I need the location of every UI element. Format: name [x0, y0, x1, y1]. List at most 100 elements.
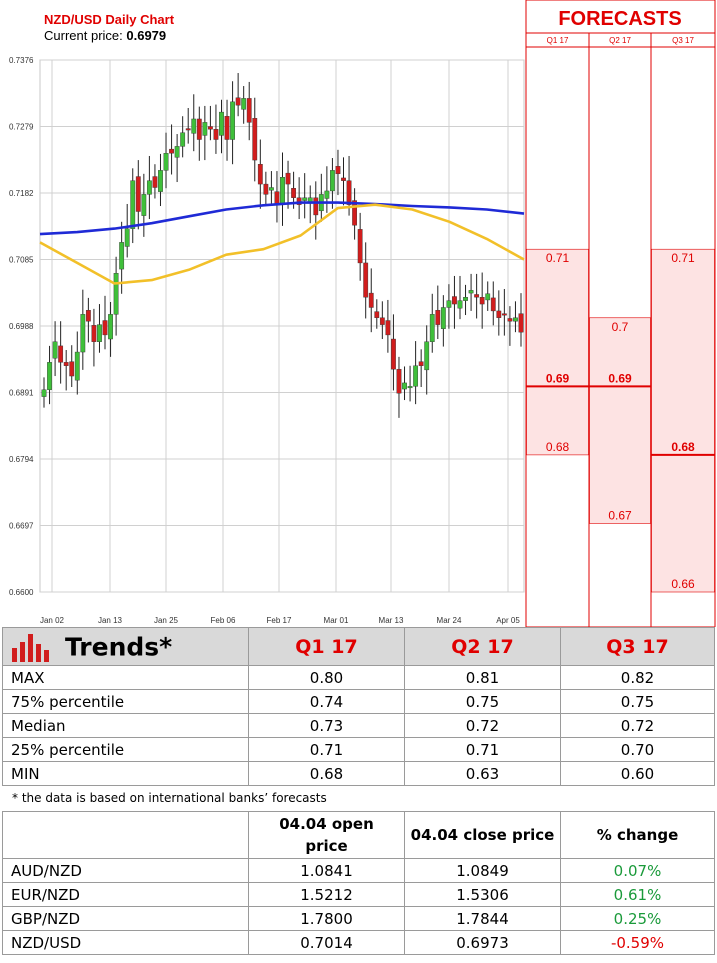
fx-table: 04.04 open price 04.04 close price % chan… [2, 811, 715, 955]
trends-title-cell: Trends* [2, 627, 249, 666]
candle-body [402, 382, 407, 390]
candle-body [363, 262, 369, 298]
fx-pair: NZD/USD [2, 930, 249, 955]
candle-body [202, 122, 208, 136]
forecast-min-label: 0.66 [671, 577, 695, 591]
candle-body [235, 97, 241, 106]
candle-body [69, 361, 75, 377]
y-tick-label: 0.6891 [9, 389, 34, 398]
candle-body [130, 180, 136, 229]
cell-value: 0.74 [248, 689, 405, 714]
candle-body [490, 297, 496, 312]
x-tick-label: Apr 05 [496, 616, 520, 625]
candle-body [324, 190, 330, 199]
forecast-column-label: Q2 17 [609, 36, 631, 45]
current-price-label: Current price: [44, 28, 123, 43]
trends-header-q3: Q3 17 [560, 627, 715, 666]
candle-body [313, 197, 319, 216]
candle-body [396, 368, 402, 394]
candle-body [58, 345, 64, 363]
x-tick-label: Feb 06 [211, 616, 236, 625]
forecast-range [589, 317, 651, 524]
candle-body [407, 386, 413, 389]
fx-open: 1.7800 [248, 906, 405, 931]
cell-value: 0.70 [560, 737, 715, 762]
fx-header-open-line2: price [305, 837, 348, 855]
candle-body [263, 183, 269, 195]
forecast-min-label: 0.68 [546, 440, 570, 454]
candle-body [479, 297, 485, 305]
forecasts-title: FORECASTS [558, 8, 681, 30]
nzdusd-chart: 0.7376 0.7279 0.7182 0.7085 0.6988 0.6891 0.67… [9, 0, 716, 627]
fx-row-nzdusd: NZD/USD 0.7014 0.6973 -0.59% [2, 930, 715, 955]
forecast-max-label: 0.71 [671, 251, 695, 265]
fx-pair: GBP/NZD [2, 906, 249, 931]
candle-body [174, 146, 180, 158]
fx-change: 0.61% [560, 882, 715, 907]
x-tick-label: Feb 17 [267, 616, 292, 625]
candle-body [341, 177, 346, 181]
candle-body [85, 310, 91, 322]
y-axis: 0.7376 0.7279 0.7182 0.7085 0.6988 0.6891 0.67… [9, 56, 34, 597]
candle-body [41, 389, 47, 397]
x-tick-label: Jan 13 [98, 616, 123, 625]
candle-body [74, 351, 80, 381]
trends-row-p25: 25% percentile 0.71 0.71 0.70 [2, 737, 715, 762]
trends-row-median: Median 0.73 0.72 0.72 [2, 713, 715, 738]
cell-value: 0.75 [404, 689, 561, 714]
candle-body [418, 361, 424, 366]
forecast-min-label: 0.67 [608, 508, 632, 522]
candle-body [213, 129, 219, 140]
candle-body [246, 98, 252, 123]
cell-value: 0.82 [560, 665, 715, 690]
candle-body [47, 362, 52, 390]
current-price: Current price: 0.6979 [44, 28, 166, 43]
candle-body [280, 177, 285, 205]
cell-value: 0.75 [560, 689, 715, 714]
y-tick-label: 0.7085 [9, 256, 34, 265]
candle-body [357, 229, 363, 264]
trends-row-min: MIN 0.68 0.63 0.60 [2, 761, 715, 786]
candle-body [124, 228, 130, 247]
forecast-max-label: 0.71 [546, 251, 570, 265]
y-tick-label: 0.7182 [9, 189, 34, 198]
cell-value: 0.72 [404, 713, 561, 738]
cell-value: 0.71 [404, 737, 561, 762]
fx-change: -0.59% [560, 930, 715, 955]
candle-body [119, 242, 125, 270]
candle-body [169, 148, 174, 154]
y-tick-label: 0.7376 [9, 56, 34, 65]
forecasts-frame [525, 0, 716, 627]
fx-open: 1.5212 [248, 882, 405, 907]
row-label: 25% percentile [2, 737, 249, 762]
x-tick-label: Mar 13 [379, 616, 404, 625]
y-tick-label: 0.6600 [9, 588, 34, 597]
cell-value: 0.73 [248, 713, 405, 738]
cell-value: 0.71 [248, 737, 405, 762]
candle-body [152, 176, 158, 188]
candle-body [391, 338, 396, 370]
fx-header-close: 04.04 close price [404, 811, 561, 859]
candle-body [113, 273, 119, 315]
candle-body [52, 341, 58, 359]
fx-header-row: 04.04 open price 04.04 close price % chan… [2, 811, 715, 859]
x-tick-label: Mar 24 [437, 616, 462, 625]
forecast-range [651, 248, 715, 593]
fx-close: 1.7844 [404, 906, 561, 931]
fx-row-eurnzd: EUR/NZD 1.5212 1.5306 0.61% [2, 882, 715, 907]
fx-header-open: 04.04 open price [248, 811, 405, 859]
forecast-range [526, 248, 589, 456]
bar-chart-icon [12, 633, 49, 662]
candle-body [241, 98, 247, 110]
candle-body [91, 325, 97, 342]
candle-body [507, 318, 513, 322]
candle-body [352, 200, 358, 226]
candle-body [346, 180, 352, 205]
candle-body [158, 170, 163, 192]
candle-body [385, 320, 391, 336]
candle-body [230, 101, 235, 140]
candle-body [368, 292, 374, 308]
forecast-median-label: 0.68 [671, 440, 695, 454]
candle-body [185, 128, 191, 131]
candle-body [274, 191, 280, 205]
